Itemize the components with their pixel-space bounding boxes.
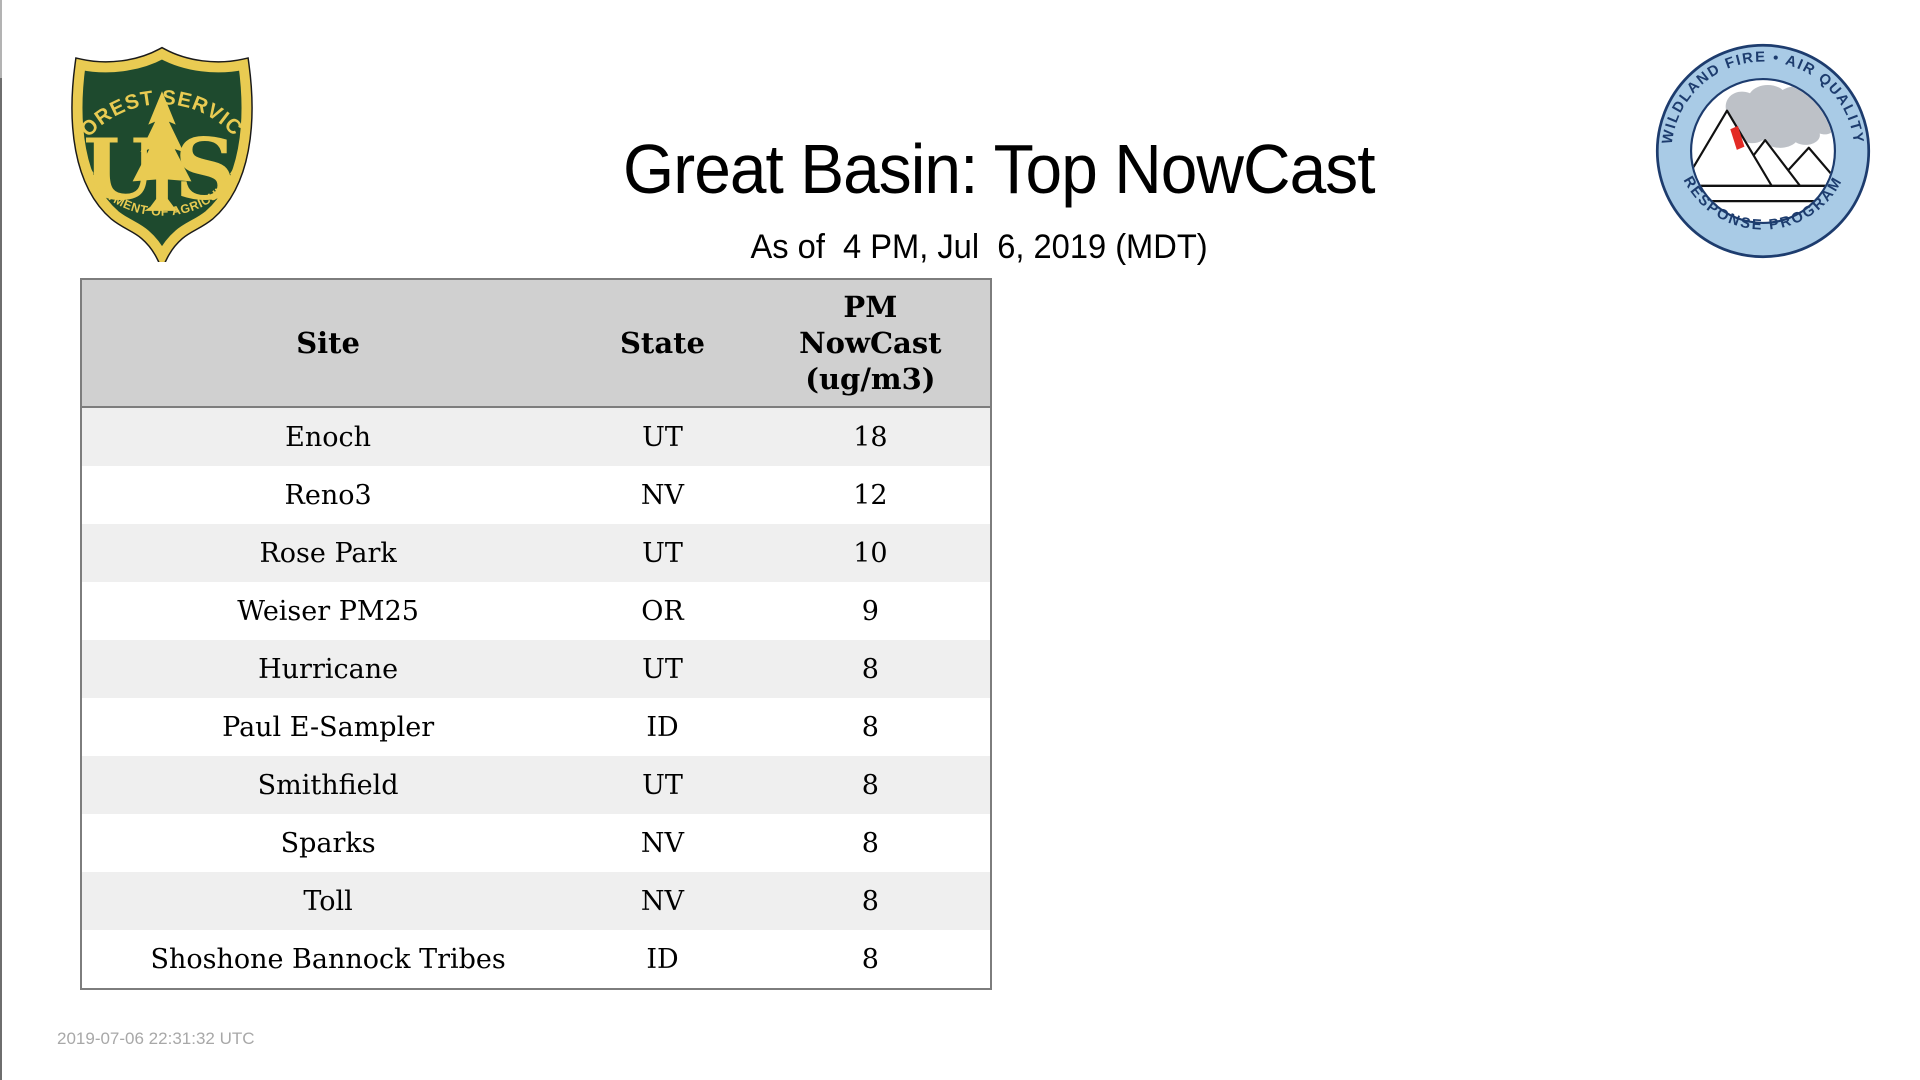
table-row: Sparks NV 8 bbox=[81, 814, 991, 872]
forest-service-logo: FOREST SERVICE U S DEPARTMENT OF AGRICUL… bbox=[64, 44, 253, 262]
wildland-fire-air-quality-logo: WILDLAND FIRE • AIR QUALITY RESPONSE PRO… bbox=[1655, 43, 1871, 259]
nowcast-table-container: Site State PM NowCast (ug/m3) Enoch UT 1… bbox=[80, 278, 992, 990]
value-cell: 8 bbox=[861, 885, 879, 917]
page-title: Great Basin: Top NowCast bbox=[623, 130, 1375, 208]
nowcast-table: Site State PM NowCast (ug/m3) Enoch UT 1… bbox=[80, 278, 992, 990]
state-cell: ID bbox=[646, 943, 679, 975]
value-cell: 8 bbox=[861, 653, 879, 685]
site-cell: Reno3 bbox=[284, 479, 372, 511]
table-row: Enoch UT 18 bbox=[81, 407, 991, 466]
site-cell: Hurricane bbox=[258, 653, 399, 685]
state-cell: OR bbox=[641, 595, 684, 627]
table-row: Toll NV 8 bbox=[81, 872, 991, 930]
state-cell: NV bbox=[640, 479, 685, 511]
pine-tree-icon bbox=[132, 91, 192, 211]
table-row: Shoshone Bannock Tribes ID 8 bbox=[81, 930, 991, 989]
smoke-plume bbox=[1724, 85, 1834, 148]
value-cell: 12 bbox=[853, 479, 888, 511]
state-cell: UT bbox=[642, 537, 683, 569]
window-edge-line-bottom bbox=[0, 78, 2, 1080]
table-row: Rose Park UT 10 bbox=[81, 524, 991, 582]
site-cell: Rose Park bbox=[259, 537, 397, 569]
state-cell: UT bbox=[642, 653, 683, 685]
value-cell: 8 bbox=[861, 711, 879, 743]
page-subtitle: As of 4 PM, Jul 6, 2019 (MDT) bbox=[750, 227, 1208, 266]
header-row: Site State PM NowCast (ug/m3) bbox=[81, 279, 991, 408]
table-row: Hurricane UT 8 bbox=[81, 640, 991, 698]
value-cell: 10 bbox=[853, 537, 888, 569]
generated-timestamp: 2019-07-06 22:31:32 UTC bbox=[57, 1029, 255, 1048]
mountains bbox=[1692, 109, 1834, 187]
table-row: Reno3 NV 12 bbox=[81, 466, 991, 524]
site-cell: Enoch bbox=[285, 421, 372, 453]
site-cell: Weiser PM25 bbox=[237, 595, 419, 627]
window-edge-line-top bbox=[0, 0, 2, 78]
value-cell: 9 bbox=[861, 595, 879, 627]
state-cell: UT bbox=[642, 769, 683, 801]
column-header-site: Site bbox=[81, 279, 575, 408]
site-cell: Toll bbox=[303, 885, 353, 917]
site-cell: Sparks bbox=[280, 827, 376, 859]
column-header-state: State bbox=[574, 279, 751, 408]
state-cell: ID bbox=[646, 711, 679, 743]
value-cell: 18 bbox=[853, 421, 888, 453]
table-row: Paul E-Sampler ID 8 bbox=[81, 698, 991, 756]
flame-icon bbox=[1730, 125, 1745, 150]
site-cell: Paul E-Sampler bbox=[222, 711, 435, 743]
value-cell: 8 bbox=[861, 769, 879, 801]
value-cell: 8 bbox=[861, 943, 879, 975]
state-cell: NV bbox=[640, 827, 685, 859]
table-row: Weiser PM25 OR 9 bbox=[81, 582, 991, 640]
table-row: Smithfield UT 8 bbox=[81, 756, 991, 814]
value-cell: 8 bbox=[861, 827, 879, 859]
site-cell: Shoshone Bannock Tribes bbox=[150, 943, 506, 975]
site-cell: Smithfield bbox=[257, 769, 399, 801]
state-cell: NV bbox=[640, 885, 685, 917]
state-cell: UT bbox=[642, 421, 683, 453]
column-header-pm-nowcast: PM NowCast (ug/m3) bbox=[750, 279, 991, 408]
